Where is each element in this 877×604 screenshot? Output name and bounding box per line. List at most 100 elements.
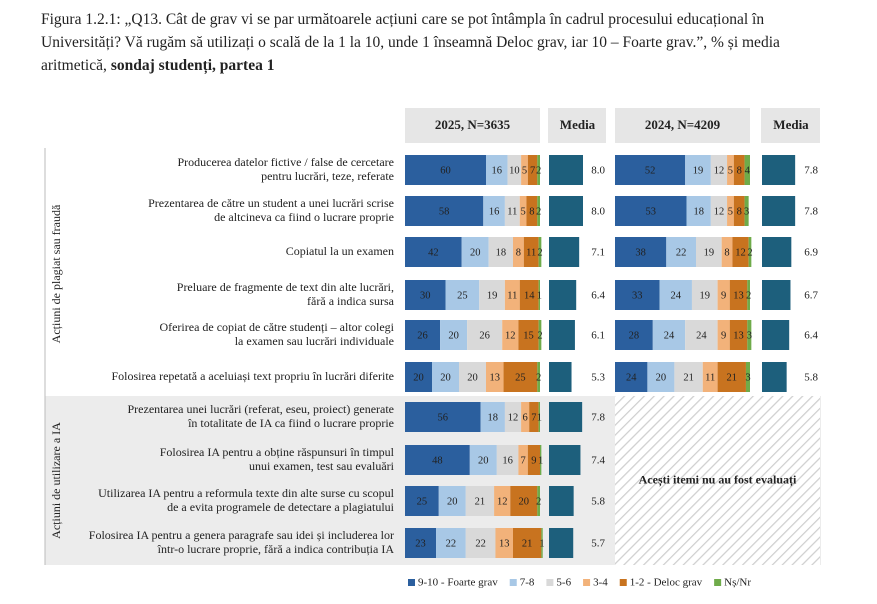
media-label: 7.8 xyxy=(804,165,818,177)
bar-segment xyxy=(523,237,539,267)
segment-label: 1 xyxy=(538,455,543,466)
media-bar xyxy=(549,155,583,185)
segment-label: 7 xyxy=(531,412,536,423)
not-evaluated-area xyxy=(615,396,820,565)
segment-label: 8 xyxy=(516,247,521,258)
row-label: Folosirea IA pentru a genera paragrafe s… xyxy=(89,528,394,542)
media-bar xyxy=(549,362,572,392)
bar-segment xyxy=(504,280,520,310)
bar-segment xyxy=(436,528,466,558)
bar-segment xyxy=(615,280,660,310)
segment-label: 52 xyxy=(645,165,656,176)
media-bar xyxy=(549,402,583,432)
panel-title: 2025, N=3635 xyxy=(435,117,511,132)
bar-segment xyxy=(405,486,439,516)
segment-label: 28 xyxy=(629,330,640,341)
media-label: 5.7 xyxy=(591,538,605,550)
bar-segment xyxy=(486,362,504,392)
legend-label: 7-8 xyxy=(520,577,535,589)
media-label: 6.7 xyxy=(804,290,818,302)
bar-segment xyxy=(685,155,711,185)
segment-label: 8 xyxy=(724,247,729,258)
legend-label: 5-6 xyxy=(556,577,571,589)
segment-label: 30 xyxy=(420,290,431,301)
bar-segment xyxy=(405,528,437,558)
legend-swatch xyxy=(583,579,591,586)
bar-segment xyxy=(659,280,692,310)
bar-segment xyxy=(748,237,752,267)
segment-label: 12 xyxy=(714,206,725,217)
bar-segment xyxy=(702,362,718,392)
row-label: Utilizarea IA pentru a reformula texte d… xyxy=(98,486,395,500)
segment-label: 22 xyxy=(676,247,687,258)
bar-segment xyxy=(518,320,539,350)
header-background xyxy=(548,108,606,143)
segment-label: 25 xyxy=(417,496,428,507)
segment-label: 12 xyxy=(735,247,746,258)
bar-segment xyxy=(488,237,513,267)
legend-label: Nș/Nr xyxy=(724,577,751,589)
segment-label: 20 xyxy=(519,496,530,507)
media-bar xyxy=(549,196,583,226)
media-bar xyxy=(549,320,575,350)
segment-label: 11 xyxy=(705,372,715,383)
segment-label: 12 xyxy=(508,412,519,423)
segment-label: 25 xyxy=(515,372,526,383)
segment-label: 20 xyxy=(656,372,667,383)
segment-label: 24 xyxy=(671,290,682,301)
title-emphasis: sondaj studenți, partea 1 xyxy=(110,57,275,74)
media-bar xyxy=(549,486,574,516)
bar-segment xyxy=(666,237,696,267)
bar-segment xyxy=(732,237,749,267)
segment-label: 5 xyxy=(522,165,527,176)
legend-label: 9-10 - Foarte grav xyxy=(418,577,498,589)
bar-segment xyxy=(685,320,718,350)
bar-segment xyxy=(710,196,728,226)
bar-segment xyxy=(405,155,486,185)
bar-segment xyxy=(537,486,540,516)
bar-segment xyxy=(483,196,505,226)
bar-segment xyxy=(518,445,528,475)
bar-segment xyxy=(615,320,653,350)
media-title: Media xyxy=(560,117,596,132)
segment-label: 20 xyxy=(447,496,458,507)
segment-label: 58 xyxy=(439,206,450,217)
segment-label: 2 xyxy=(537,330,542,341)
segment-label: 2 xyxy=(536,165,541,176)
bar-segment xyxy=(496,445,519,475)
media-label: 5.8 xyxy=(591,496,605,508)
legend-swatch xyxy=(509,579,517,586)
segment-label: 13 xyxy=(490,372,501,383)
bar-segment xyxy=(526,196,538,226)
segment-label: 8 xyxy=(737,165,742,176)
segment-label: 22 xyxy=(446,538,457,549)
segment-label: 14 xyxy=(524,290,535,301)
segment-label: 9 xyxy=(531,455,536,466)
legend-swatch xyxy=(546,579,554,586)
bar-segment xyxy=(519,196,527,226)
bar-segment xyxy=(710,155,728,185)
bar-segment xyxy=(480,402,505,432)
row-label: Oferirea de copiat de către studenți – a… xyxy=(159,320,394,334)
chart-title: Figura 1.2.1: „Q13. Cât de grav vi se pa… xyxy=(41,8,841,77)
bar-segment xyxy=(717,280,730,310)
bar-segment xyxy=(445,280,480,310)
segment-label: 20 xyxy=(440,372,451,383)
segment-label: 24 xyxy=(626,372,637,383)
segment-label: 25 xyxy=(457,290,468,301)
segment-label: 11 xyxy=(507,290,517,301)
bar-segment xyxy=(405,362,432,392)
segment-label: 21 xyxy=(683,372,694,383)
segment-label: 20 xyxy=(448,330,459,341)
header-background xyxy=(405,108,540,143)
segment-label: 9 xyxy=(721,290,726,301)
segment-label: 5 xyxy=(728,165,733,176)
bar-segment xyxy=(538,280,540,310)
segment-label: 1 xyxy=(537,290,542,301)
segment-label: 26 xyxy=(417,330,428,341)
segment-label: 5 xyxy=(521,206,526,217)
segment-label: 8 xyxy=(737,206,742,217)
bar-segment xyxy=(461,237,489,267)
segment-label: 3 xyxy=(745,372,750,383)
